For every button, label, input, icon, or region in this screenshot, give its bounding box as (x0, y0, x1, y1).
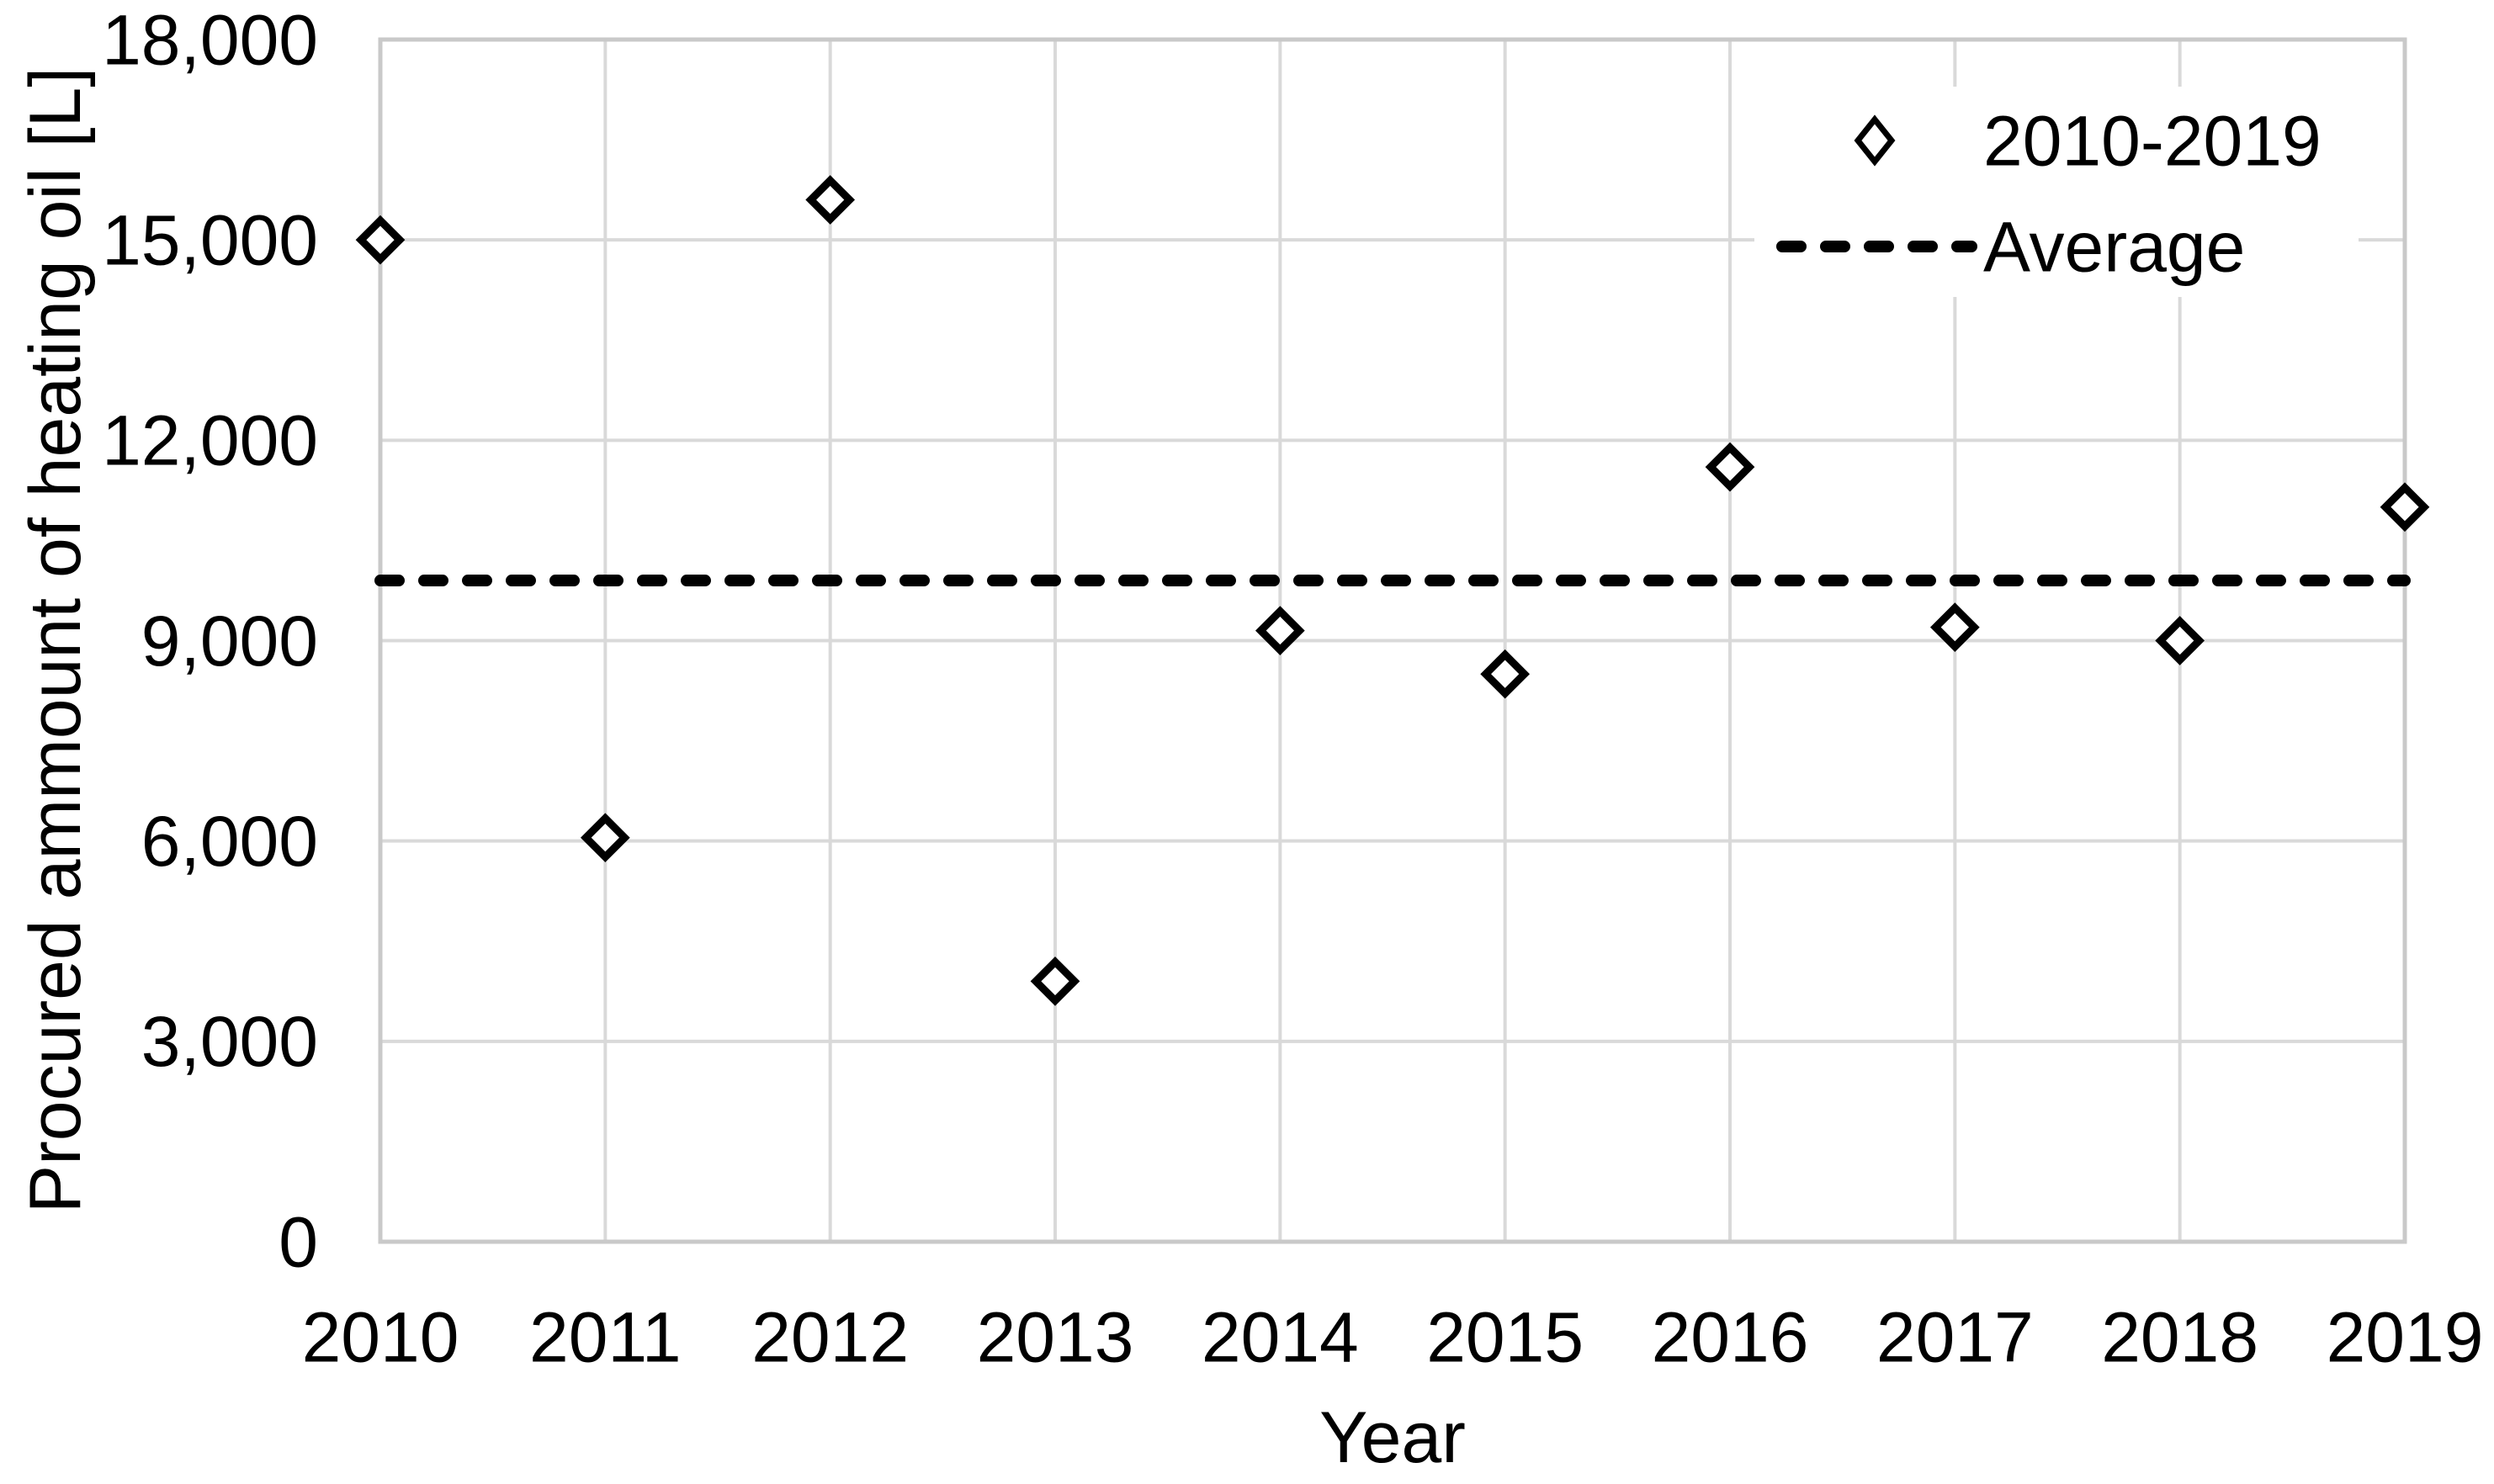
data-point-2010 (355, 215, 406, 265)
legend-background (1754, 87, 2359, 297)
y-tick-label: 6,000 (141, 802, 318, 881)
data-point-2013 (1030, 957, 1080, 1006)
legend-diamond-icon (1854, 114, 1896, 167)
x-tick-label: 2011 (529, 1297, 682, 1376)
legend-series-label: 2010-2019 (1983, 101, 2322, 180)
x-tick-label: 2014 (1202, 1297, 1359, 1376)
x-tick-label: 2016 (1652, 1297, 1809, 1376)
legend: 2010-2019 Average (1776, 101, 2322, 286)
x-tick-label: 2018 (2101, 1297, 2258, 1376)
x-tick-label: 2013 (977, 1297, 1134, 1376)
y-tick-label: 18,000 (102, 0, 318, 79)
y-tick-label: 3,000 (141, 1002, 318, 1081)
data-point-2018 (2155, 616, 2205, 665)
y-tick-label: 12,000 (102, 401, 318, 480)
data-point-2012 (805, 175, 856, 225)
y-axis-title: Procured ammount of heating oil [L] (15, 67, 96, 1213)
y-tick-label: 15,000 (102, 201, 318, 280)
x-tick-label: 2012 (751, 1297, 909, 1376)
data-point-2015 (1480, 649, 1531, 699)
x-tick-label: 2010 (302, 1297, 459, 1376)
x-tick-label: 2017 (1876, 1297, 2034, 1376)
y-tick-label: 9,000 (141, 602, 318, 681)
data-point-2019 (2380, 482, 2430, 533)
data-point-2014 (1255, 606, 1305, 655)
x-axis-title: Year (1319, 1397, 1466, 1478)
data-point-2016 (1705, 442, 1755, 492)
plot-border (378, 37, 2407, 1244)
data-points (355, 175, 2430, 1006)
data-point-2011 (580, 813, 630, 863)
data-point-2017 (1929, 602, 1980, 652)
x-tick-label: 2019 (2327, 1297, 2484, 1376)
y-tick-label: 0 (279, 1202, 318, 1281)
legend-average-label: Average (1983, 207, 2245, 286)
x-tick-label: 2015 (1426, 1297, 1584, 1376)
